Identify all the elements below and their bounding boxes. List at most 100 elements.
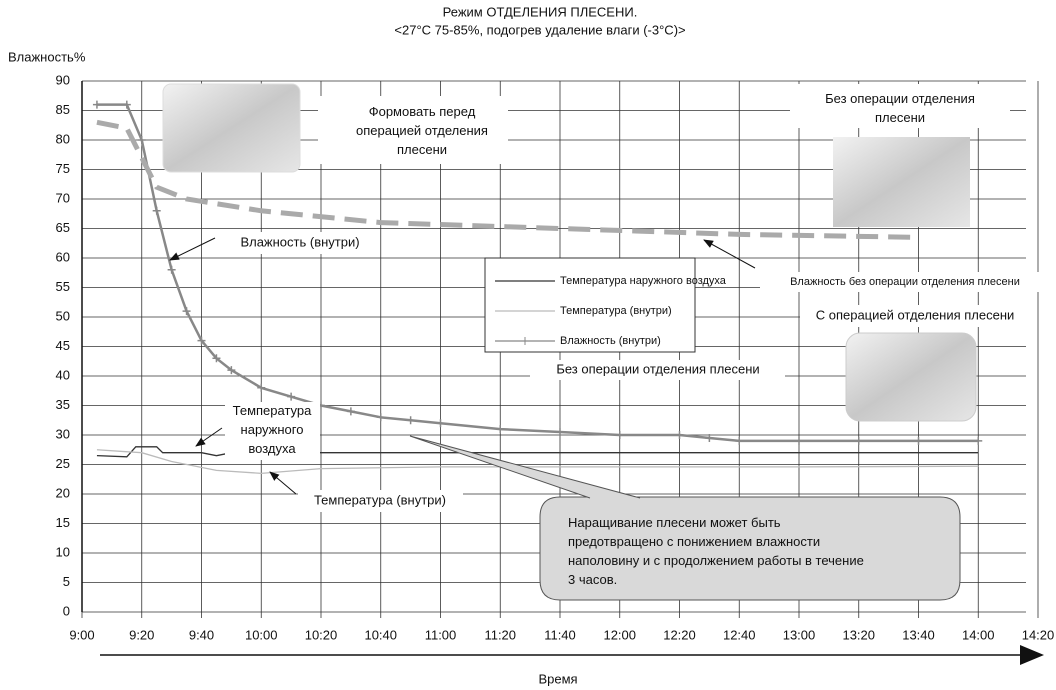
plus-marker bbox=[705, 433, 714, 442]
series-line bbox=[96, 449, 979, 475]
plus-marker bbox=[137, 136, 146, 144]
plus-marker bbox=[227, 366, 236, 375]
label-bg bbox=[298, 490, 463, 512]
plus-marker bbox=[287, 392, 296, 401]
plus-marker bbox=[735, 436, 744, 445]
legend: Температура наружного воздуха Температура… bbox=[484, 257, 727, 353]
x-tick-label: 13:20 bbox=[842, 627, 875, 642]
plus-marker bbox=[496, 425, 505, 434]
y-tick-label: 85 bbox=[56, 102, 70, 117]
photo bbox=[833, 137, 970, 227]
plus-marker bbox=[182, 307, 191, 316]
y-tick-label: 30 bbox=[56, 426, 70, 441]
x-tick-label: 10:00 bbox=[245, 627, 278, 642]
annotation: Влажность (внутри) bbox=[240, 234, 359, 249]
y-tick-label: 5 bbox=[63, 574, 70, 589]
plus-marker bbox=[346, 407, 355, 416]
y-tick-label: 45 bbox=[56, 338, 70, 353]
plus-marker bbox=[914, 436, 923, 445]
x-tick-label: 14:00 bbox=[962, 627, 995, 642]
plus-marker bbox=[795, 436, 803, 445]
label-bg bbox=[220, 232, 380, 254]
arrow bbox=[269, 471, 297, 495]
x-tick-label: 9:40 bbox=[189, 627, 214, 642]
y-tick-label: 15 bbox=[56, 515, 70, 530]
plus-marker bbox=[122, 100, 131, 109]
photo bbox=[845, 332, 977, 422]
series-line bbox=[96, 119, 919, 240]
label-bg bbox=[790, 84, 1010, 128]
plot bbox=[92, 100, 983, 475]
photo bbox=[162, 83, 301, 173]
x-tick-label: 12:40 bbox=[723, 627, 756, 642]
y-tick-label: 25 bbox=[56, 456, 70, 471]
plus-marker bbox=[197, 336, 206, 345]
label-bg bbox=[800, 305, 1030, 327]
plus-marker bbox=[436, 419, 445, 428]
callout-text: Наращивание плесени может быть предотвращ… bbox=[568, 515, 864, 587]
chart-subtitle: <27°C 75-85%, подогрев удаление влаги (-… bbox=[394, 22, 685, 37]
plus-marker bbox=[974, 436, 983, 445]
annotation: С операцией отделения плесени bbox=[816, 307, 1015, 322]
plus-marker bbox=[376, 413, 385, 422]
x-tick-label: 12:00 bbox=[603, 627, 636, 642]
x-tick-label: 14:20 bbox=[1022, 627, 1055, 642]
x-tick-label: 11:00 bbox=[425, 627, 457, 642]
arrow bbox=[195, 427, 223, 447]
plus-marker bbox=[556, 428, 564, 437]
x-tick-label: 12:20 bbox=[663, 627, 696, 642]
y-tick-label: 10 bbox=[56, 544, 70, 559]
x-tick-label: 11:40 bbox=[544, 627, 576, 642]
annotation: Без операции отделения плесени bbox=[825, 91, 975, 125]
x-tick-label: 13:00 bbox=[783, 627, 816, 642]
y-tick-label: 20 bbox=[56, 485, 70, 500]
chart-title: Режим ОТДЕЛЕНИЯ ПЛЕСЕНИ. bbox=[443, 4, 638, 19]
legend-marker bbox=[521, 337, 529, 345]
legend-label: Температура (внутри) bbox=[560, 305, 672, 317]
arrow bbox=[169, 237, 216, 261]
annotation: Температура наружного воздуха bbox=[233, 403, 313, 456]
plus-marker bbox=[212, 354, 221, 363]
plus-marker bbox=[152, 206, 161, 215]
callout bbox=[539, 496, 961, 601]
y-tick-label: 75 bbox=[56, 161, 70, 176]
legend-label: Влажность (внутри) bbox=[560, 335, 661, 347]
arrow bbox=[703, 239, 756, 269]
plus-marker bbox=[92, 100, 101, 109]
annotation: Влажность без операции отделения плесени bbox=[790, 276, 1020, 288]
series-line bbox=[96, 446, 979, 458]
time-arrow-head bbox=[1020, 645, 1044, 665]
y-tick-label: 90 bbox=[56, 72, 70, 87]
y-tick-label: 0 bbox=[63, 603, 70, 618]
series-line bbox=[96, 103, 979, 443]
y-tick-label: 55 bbox=[56, 279, 70, 294]
y-tick-label: 60 bbox=[56, 249, 70, 264]
x-tick-label: 9:20 bbox=[129, 627, 154, 642]
label-bg bbox=[530, 360, 785, 380]
callout-tail bbox=[409, 435, 641, 499]
y-tick-label: 70 bbox=[56, 190, 70, 205]
label-bg bbox=[318, 96, 508, 164]
plus-marker bbox=[615, 431, 624, 439]
x-tick-label: 9:00 bbox=[69, 627, 94, 642]
plus-marker bbox=[257, 383, 266, 392]
x-tick-label: 10:40 bbox=[364, 627, 397, 642]
annotation: Без операции отделения плесени bbox=[556, 361, 759, 376]
annotation: Температура (внутри) bbox=[314, 492, 446, 507]
y-tick-label: 35 bbox=[56, 397, 70, 412]
y-axis-title: Влажность% bbox=[8, 49, 86, 64]
legend-box bbox=[484, 257, 696, 353]
plus-marker bbox=[854, 436, 863, 445]
x-tick-label: 11:20 bbox=[484, 627, 516, 642]
label-bg bbox=[760, 272, 1050, 292]
x-tick-label: 10:20 bbox=[305, 627, 338, 642]
plus-marker bbox=[167, 265, 176, 274]
annotation: Формовать перед операцией отделения плесен… bbox=[356, 104, 488, 157]
y-tick-label: 50 bbox=[56, 308, 70, 323]
label-bg bbox=[225, 402, 320, 460]
x-axis-title: Время bbox=[538, 671, 577, 686]
plus-marker bbox=[406, 416, 415, 425]
y-tick-label: 40 bbox=[56, 367, 70, 382]
y-tick-label: 65 bbox=[56, 220, 70, 235]
